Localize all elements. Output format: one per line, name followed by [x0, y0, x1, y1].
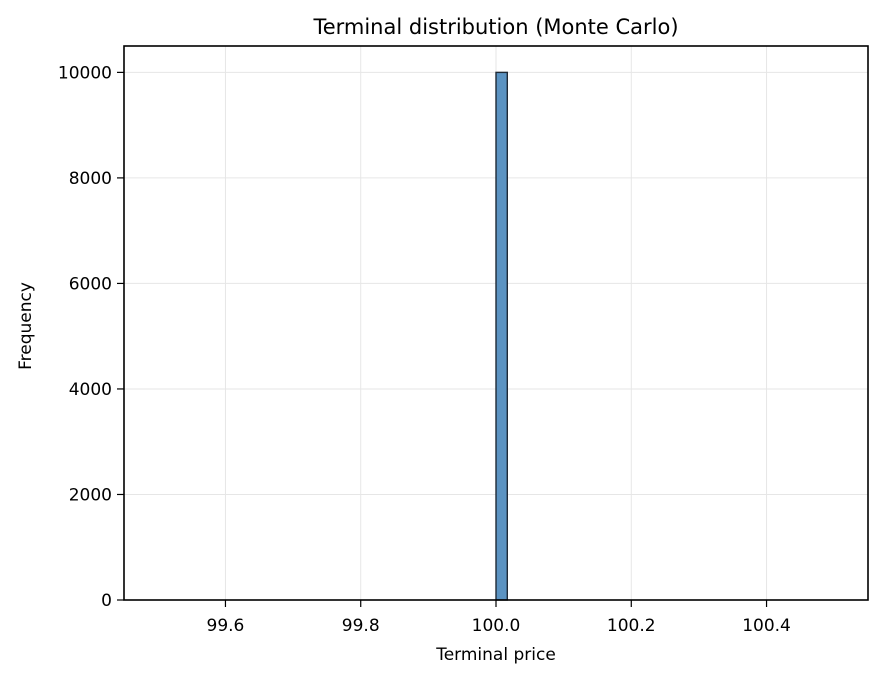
- y-tick-label: 8000: [69, 169, 112, 189]
- x-axis-ticks: 99.6 99.8 100.0 100.2 100.4: [207, 600, 791, 636]
- x-tick-label: 99.8: [342, 616, 380, 636]
- x-tick-label: 100.2: [607, 616, 656, 636]
- x-tick-label: 99.6: [207, 616, 245, 636]
- x-tick-label: 100.0: [472, 616, 521, 636]
- y-tick-label: 0: [101, 591, 112, 611]
- y-tick-label: 2000: [69, 485, 112, 505]
- y-tick-label: 4000: [69, 380, 112, 400]
- x-tick-label: 100.4: [742, 616, 791, 636]
- y-axis-label: Frequency: [16, 282, 36, 370]
- histogram-bars: [157, 71, 835, 601]
- y-tick-label: 6000: [69, 274, 112, 294]
- histogram-bar: [495, 71, 508, 601]
- chart-title: Terminal distribution (Monte Carlo): [312, 15, 678, 39]
- y-tick-label: 10000: [58, 63, 112, 83]
- x-axis-label: Terminal price: [435, 645, 556, 665]
- y-axis-ticks: 0 2000 4000 6000 8000 10000: [58, 63, 124, 611]
